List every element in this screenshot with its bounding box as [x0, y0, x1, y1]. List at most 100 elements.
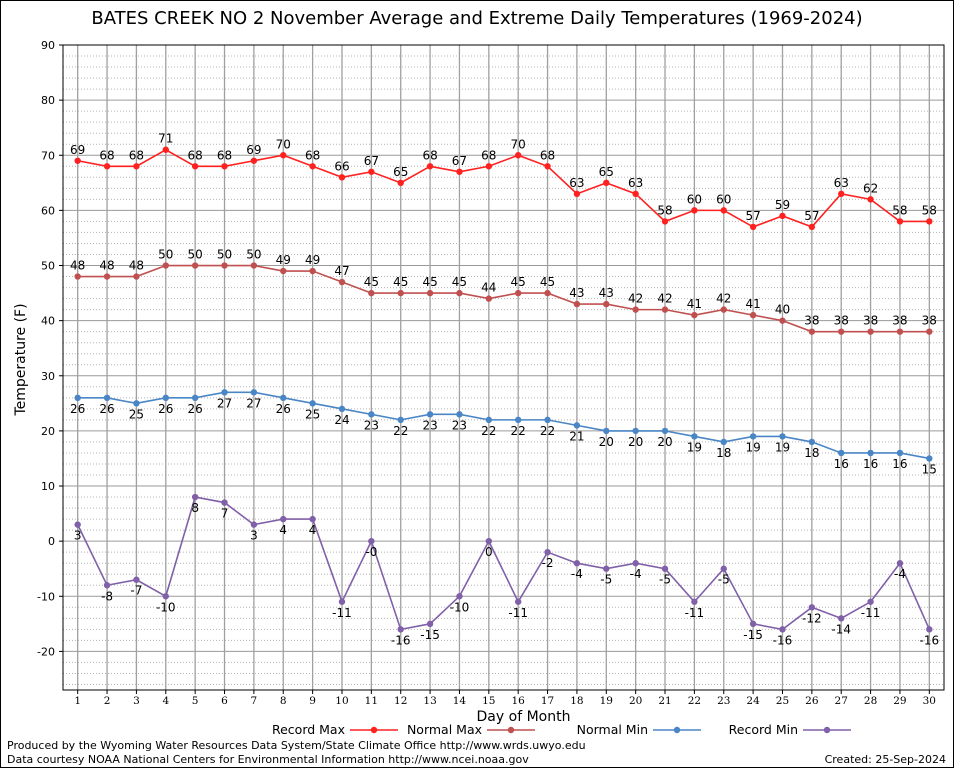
- data-label: 38: [922, 314, 937, 328]
- data-label: -10: [156, 600, 176, 614]
- data-point: [250, 262, 258, 269]
- x-tick-label: 14: [453, 695, 467, 707]
- data-point: [838, 328, 845, 335]
- data-point: [280, 394, 287, 402]
- data-point: [280, 267, 287, 275]
- data-label: 23: [422, 418, 437, 432]
- data-point: [309, 163, 316, 170]
- data-point: [74, 157, 81, 164]
- data-label: -5: [718, 573, 730, 587]
- data-point: [485, 416, 493, 424]
- data-point: [896, 218, 904, 225]
- data-label: 38: [804, 314, 819, 328]
- data-point: [103, 163, 111, 170]
- x-tick-label: 29: [893, 695, 906, 707]
- data-label: -5: [659, 573, 671, 587]
- plot-border: [62, 44, 945, 691]
- x-tick-label: 15: [482, 695, 495, 707]
- data-point: [397, 416, 404, 424]
- y-tick-label: 90: [41, 39, 55, 52]
- data-label: -2: [542, 556, 554, 570]
- data-point: [514, 289, 522, 297]
- data-label: 60: [687, 192, 702, 206]
- data-label: -15: [420, 628, 440, 642]
- data-label: 69: [246, 143, 261, 157]
- data-point: [162, 394, 169, 402]
- data-point: [368, 168, 375, 175]
- data-label: 16: [863, 457, 878, 471]
- data-point: [250, 521, 258, 528]
- x-tick-label: 16: [511, 695, 525, 707]
- data-point: [514, 416, 522, 424]
- data-point: [720, 438, 727, 446]
- y-tick-label: 60: [41, 204, 55, 217]
- data-label: -11: [332, 606, 352, 620]
- data-point: [221, 499, 228, 506]
- data-label: 62: [863, 181, 878, 195]
- data-label: -14: [831, 622, 851, 636]
- data-point: [250, 389, 258, 396]
- data-point: [74, 394, 81, 402]
- y-tick-label: 70: [41, 149, 55, 162]
- data-point: [221, 389, 228, 396]
- data-label: 63: [834, 176, 849, 190]
- data-label: 18: [716, 446, 731, 460]
- legend-entry: Record Max: [272, 722, 345, 737]
- data-label: 21: [569, 429, 584, 443]
- data-point: [691, 311, 698, 319]
- x-tick-label: 22: [688, 695, 701, 707]
- created-date: Created: 25-Sep-2024: [824, 753, 946, 766]
- data-point: [926, 328, 933, 335]
- data-point: [426, 620, 434, 628]
- data-label: 49: [305, 253, 320, 267]
- data-label: 27: [217, 396, 232, 410]
- x-tick-label: 2: [104, 695, 111, 707]
- data-label: 25: [129, 407, 144, 421]
- data-point: [74, 273, 81, 280]
- data-point: [280, 515, 287, 523]
- data-point: [632, 427, 639, 435]
- x-tick-label: 21: [658, 695, 671, 707]
- data-label: 41: [687, 297, 702, 311]
- data-point: [309, 400, 316, 407]
- data-point: [544, 163, 551, 170]
- data-point: [573, 190, 581, 198]
- data-point: [514, 152, 522, 159]
- x-tick-label: 5: [192, 695, 199, 707]
- legend-entry: Normal Max: [407, 722, 482, 737]
- data-label: 45: [422, 275, 437, 289]
- data-point: [103, 273, 111, 280]
- x-tick-label: 24: [746, 695, 760, 707]
- data-label: 68: [129, 148, 144, 162]
- data-label: 42: [628, 292, 643, 306]
- data-label: 65: [393, 165, 408, 179]
- series-normal-max: 48 48 48 50 50 50 50 49 49 47 45 45 45 45 44 45 45 43 43 42…: [70, 248, 937, 335]
- data-point: [808, 604, 816, 611]
- data-label: 49: [276, 253, 291, 267]
- data-point: [808, 328, 816, 335]
- data-point: [162, 262, 169, 269]
- data-label: 68: [305, 148, 320, 162]
- data-label: 40: [775, 303, 790, 317]
- data-label: 22: [481, 424, 496, 438]
- data-label: -15: [743, 628, 763, 642]
- data-point: [133, 273, 140, 280]
- data-point: [896, 328, 904, 335]
- x-tick-label: 12: [394, 695, 407, 707]
- data-label: 50: [158, 248, 173, 262]
- data-point: [133, 163, 140, 170]
- data-label: -10: [450, 600, 470, 614]
- x-tick-label: 25: [776, 695, 789, 707]
- plot-area: [63, 45, 944, 690]
- data-label: 26: [188, 402, 203, 416]
- data-label: 43: [569, 286, 584, 300]
- data-label: 3: [250, 529, 258, 543]
- data-point: [603, 300, 610, 308]
- legend-swatch-marker: [823, 726, 831, 734]
- data-point: [838, 449, 845, 457]
- data-point: [867, 598, 874, 605]
- data-label: -4: [894, 567, 906, 581]
- data-label: -4: [571, 567, 583, 581]
- data-label: 48: [70, 259, 85, 273]
